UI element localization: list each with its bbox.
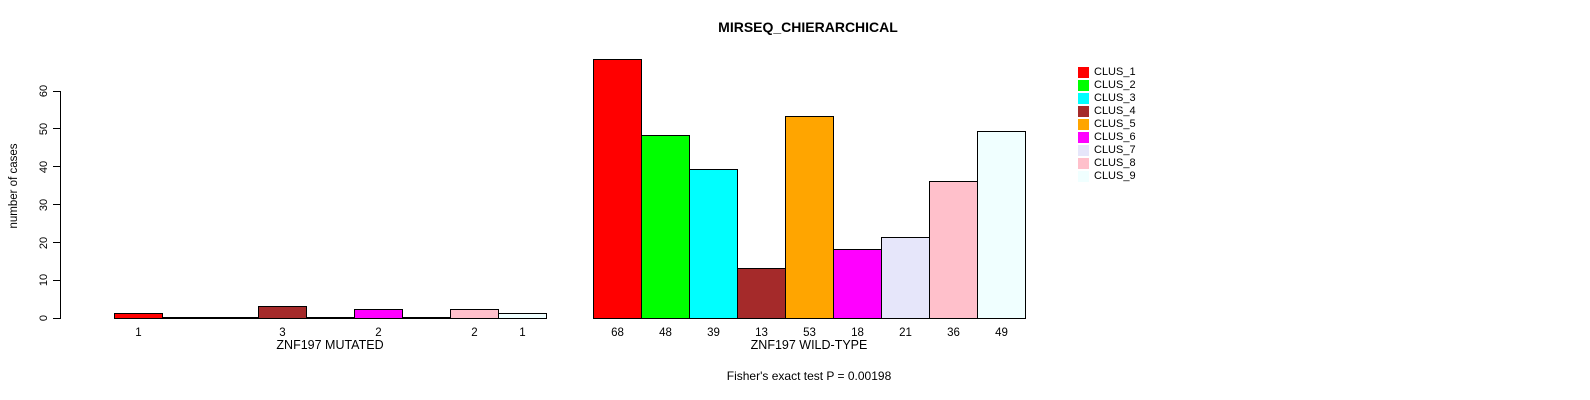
y-tick-mark xyxy=(53,204,60,206)
y-tick-mark xyxy=(53,128,60,130)
y-tick-mark xyxy=(53,279,60,281)
y-tick-label: 10 xyxy=(38,274,50,287)
y-axis-line xyxy=(60,91,61,320)
y-tick-label: 20 xyxy=(38,236,50,249)
bar-clus_1-group2 xyxy=(593,59,642,320)
y-tick-mark xyxy=(53,317,60,319)
legend-swatch-clus_3 xyxy=(1078,93,1089,104)
bar-clus_3-group1 xyxy=(210,317,259,320)
y-tick-mark xyxy=(53,166,60,168)
bar-value-label: 2 xyxy=(471,326,478,339)
bar-value-label: 1 xyxy=(519,326,526,339)
legend-label-clus_1: CLUS_1 xyxy=(1094,66,1136,78)
bar-clus_8-group1 xyxy=(450,309,499,320)
legend-label-clus_5: CLUS_5 xyxy=(1094,118,1136,130)
group-label-wild-type: ZNF197 WILD-TYPE xyxy=(750,338,868,352)
y-tick-label: 60 xyxy=(38,84,50,98)
bar-value-label: 36 xyxy=(947,326,960,339)
bar-value-label: 48 xyxy=(659,326,672,339)
legend-label-clus_8: CLUS_8 xyxy=(1094,157,1136,169)
bar-clus_2-group1 xyxy=(162,317,211,320)
bar-value-label: 39 xyxy=(707,326,720,339)
legend-label-clus_3: CLUS_3 xyxy=(1094,92,1136,104)
y-tick-label: 0 xyxy=(38,315,50,322)
bar-clus_1-group1 xyxy=(114,313,163,320)
legend-label-clus_6: CLUS_6 xyxy=(1094,131,1136,143)
bar-clus_3-group2 xyxy=(689,169,738,320)
bar-value-label: 2 xyxy=(375,326,382,339)
legend-swatch-clus_9 xyxy=(1078,171,1089,182)
bar-value-label: 53 xyxy=(803,326,816,339)
legend-label-clus_9: CLUS_9 xyxy=(1094,170,1136,182)
y-tick-label: 40 xyxy=(38,160,50,173)
legend-swatch-clus_4 xyxy=(1078,106,1089,117)
legend-label-clus_4: CLUS_4 xyxy=(1094,105,1136,117)
group-label-mutated: ZNF197 MUTATED xyxy=(276,338,384,352)
legend-swatch-clus_8 xyxy=(1078,158,1089,169)
bar-clus_5-group2 xyxy=(785,116,834,320)
legend-swatch-clus_6 xyxy=(1078,132,1089,143)
bar-value-label: 68 xyxy=(611,326,624,339)
bar-clus_4-group2 xyxy=(737,268,786,320)
bar-value-label: 49 xyxy=(995,326,1008,339)
bar-value-label: 18 xyxy=(851,326,864,339)
legend-label-clus_2: CLUS_2 xyxy=(1094,79,1136,91)
bar-clus_2-group2 xyxy=(641,135,690,320)
legend-label-clus_7: CLUS_7 xyxy=(1094,144,1136,156)
bar-value-label: 3 xyxy=(279,326,286,339)
bar-clus_4-group1 xyxy=(258,306,307,320)
bar-value-label: 21 xyxy=(899,326,912,339)
bar-clus_9-group1 xyxy=(498,313,547,320)
y-tick-label: 30 xyxy=(38,198,50,211)
bar-clus_6-group2 xyxy=(833,249,882,320)
fisher-test-caption: Fisher's exact test P = 0.00198 xyxy=(726,369,892,383)
bar-clus_9-group2 xyxy=(977,131,1026,320)
legend-swatch-clus_2 xyxy=(1078,80,1089,91)
bar-clus_8-group2 xyxy=(929,181,978,320)
bar-value-label: 13 xyxy=(755,326,768,339)
legend-swatch-clus_1 xyxy=(1078,67,1089,78)
bar-value-label: 1 xyxy=(135,326,142,339)
y-axis-label: number of cases xyxy=(8,143,20,229)
bar-clus_5-group1 xyxy=(306,317,355,320)
legend-swatch-clus_5 xyxy=(1078,119,1089,130)
bar-clus_7-group2 xyxy=(881,237,930,320)
y-tick-label: 50 xyxy=(38,122,50,136)
bar-clus_7-group1 xyxy=(402,317,451,320)
chart-title: MIRSEQ_CHIERARCHICAL xyxy=(718,19,898,35)
legend-swatch-clus_7 xyxy=(1078,145,1089,156)
bar-clus_6-group1 xyxy=(354,309,403,320)
y-tick-mark xyxy=(53,242,60,244)
y-tick-mark xyxy=(53,90,60,92)
